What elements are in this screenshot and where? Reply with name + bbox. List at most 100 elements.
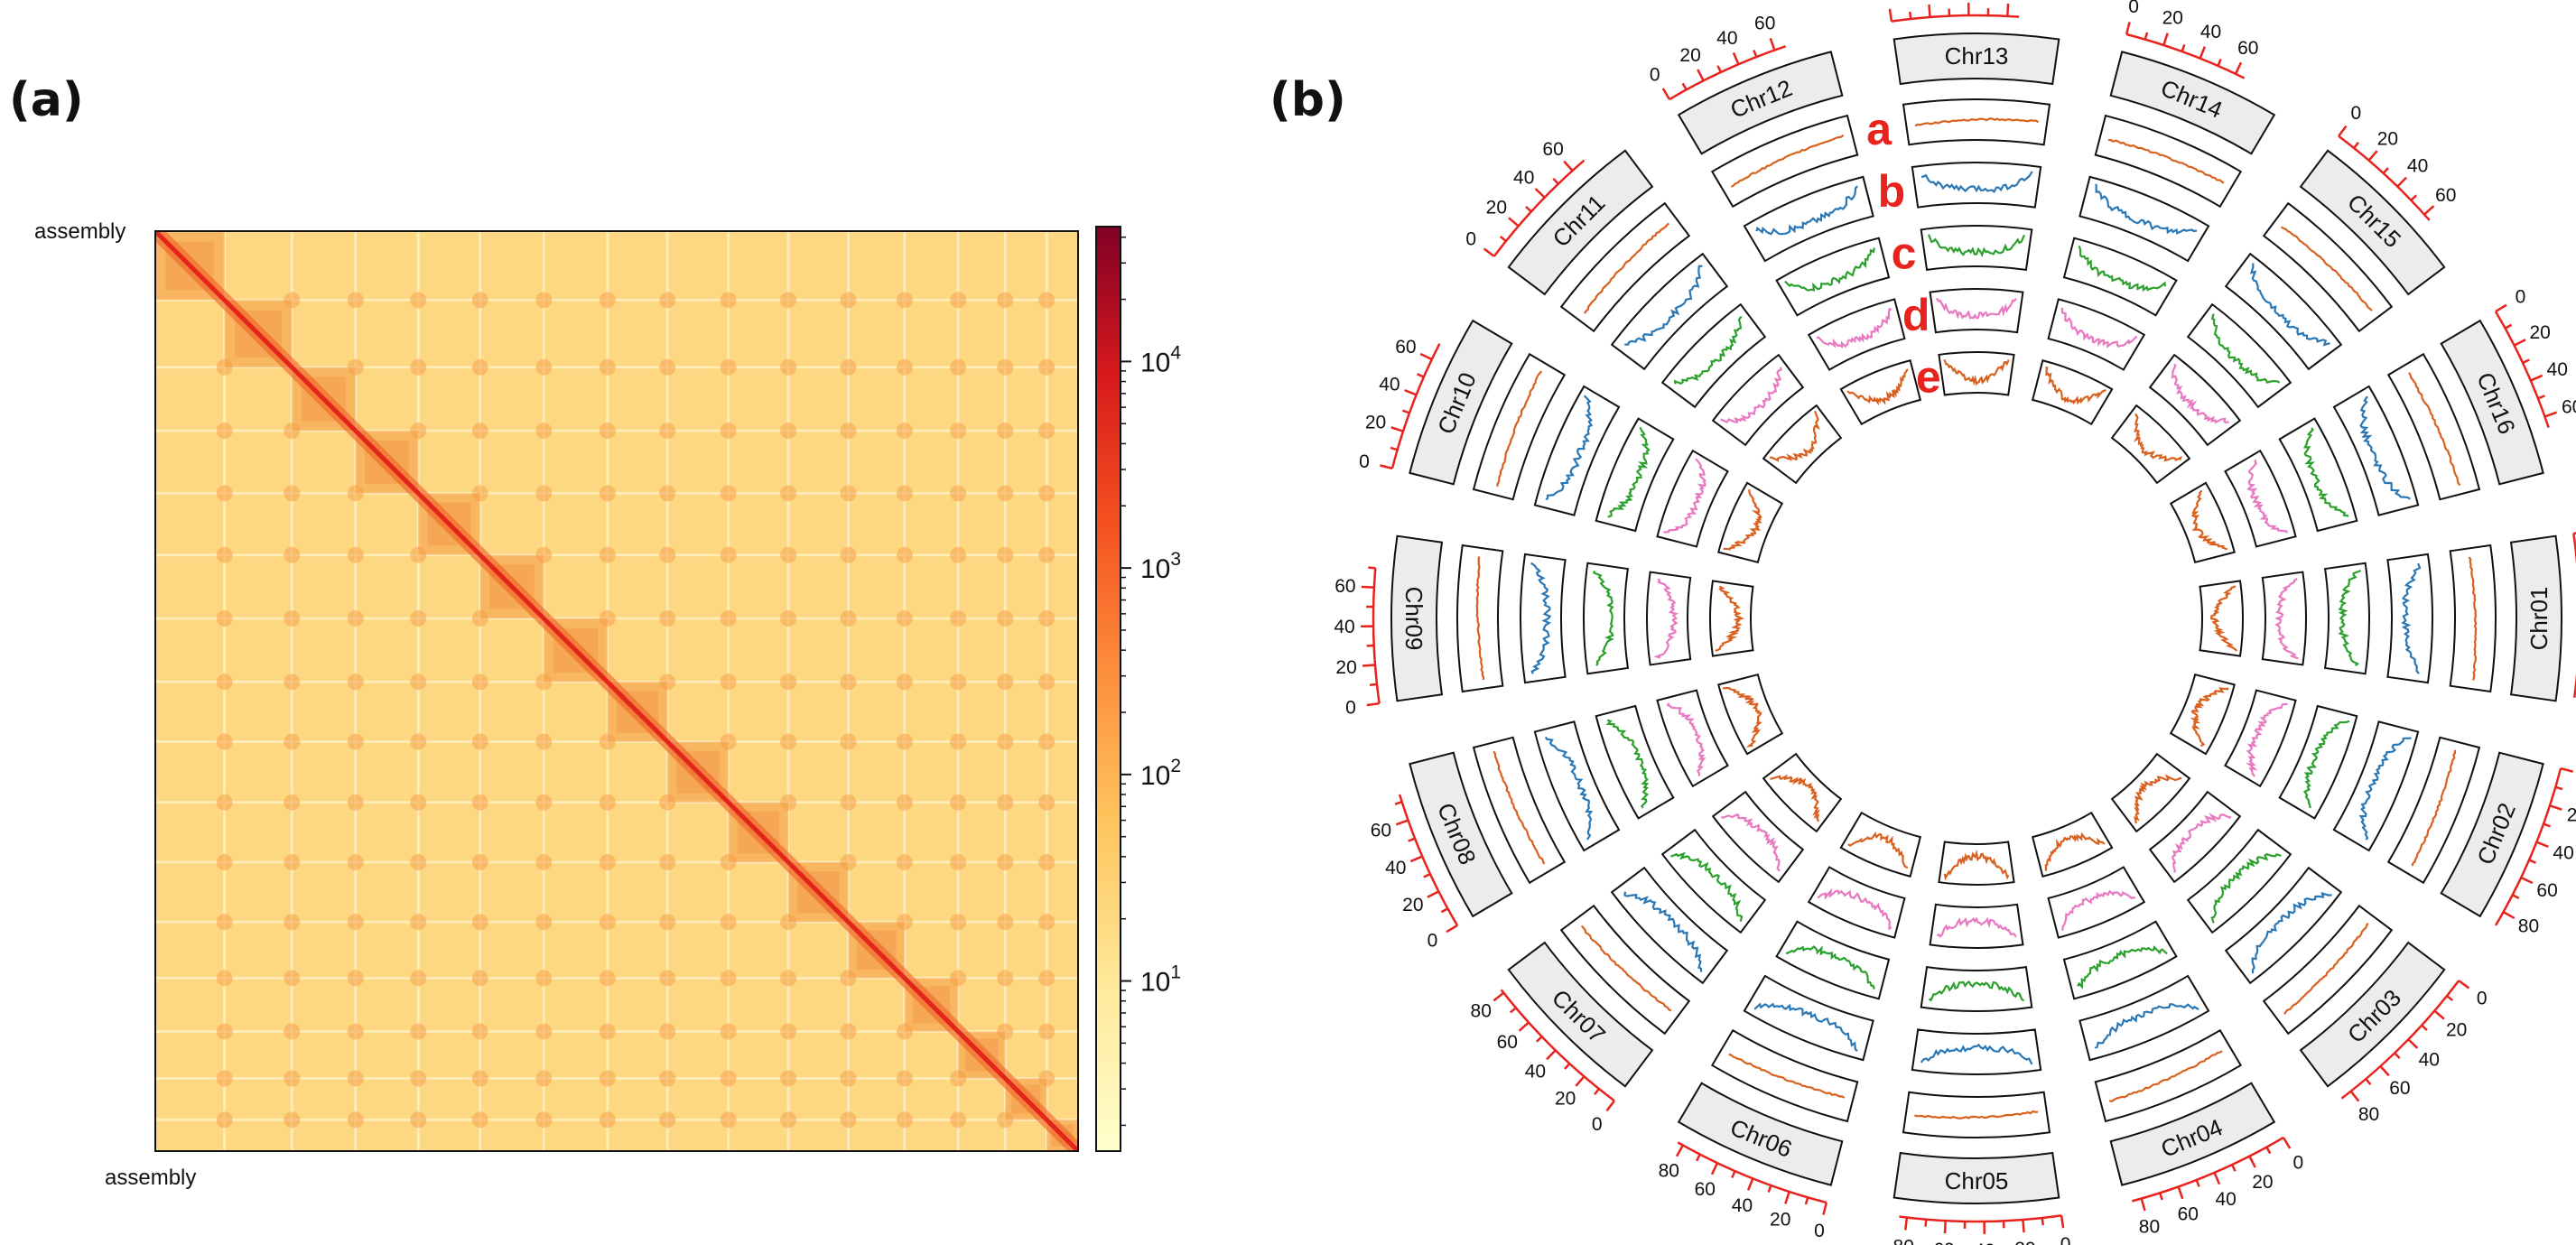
- heatmap-interaction-spot: [216, 674, 233, 691]
- track-d-box: [2224, 449, 2297, 548]
- chromosome-axis: [1891, 14, 2020, 23]
- track-b-box: [1533, 720, 1621, 852]
- track-a-box: [2386, 736, 2481, 885]
- chromosome-tick-label: 40: [2215, 1189, 2236, 1210]
- track-a-box: [2262, 904, 2394, 1036]
- track-a-box: [1710, 114, 1859, 209]
- track-e-box: [1762, 404, 1843, 485]
- heatmap-interaction-spot: [471, 292, 488, 309]
- heatmap-interaction-spot: [780, 1023, 797, 1040]
- heatmap-interaction-spot: [284, 733, 301, 750]
- heatmap-interaction-spot: [780, 358, 797, 376]
- chromosome-tick: [2230, 1164, 2237, 1172]
- heatmap-interaction-spot: [535, 970, 553, 987]
- track-e-box: [1839, 359, 1922, 426]
- heatmap-interaction-spot: [347, 1070, 364, 1087]
- heatmap-interaction-spot: [896, 292, 913, 309]
- chromosome-label-box: [1677, 51, 1844, 155]
- chromosome-label-box: [1892, 1151, 2060, 1204]
- colorbar-tick-label: 103: [1140, 549, 1181, 584]
- chromosome-tick: [2213, 1172, 2221, 1185]
- chromosome-tick-label: 80: [1893, 1236, 1914, 1245]
- track-d-line: [2274, 577, 2299, 660]
- track-c-line: [1785, 945, 1875, 989]
- chromosome-tick: [2502, 911, 2516, 920]
- heatmap-interaction-spot: [720, 609, 737, 627]
- chromosome-tick: [1563, 160, 1574, 172]
- chromosome-tick-label: 20: [1335, 657, 1356, 678]
- heatmap-interaction-spot: [780, 609, 797, 627]
- heatmap-interaction-spot: [284, 609, 301, 627]
- chromosome-tick: [2041, 1217, 2044, 1226]
- heatmap-interaction-spot: [599, 485, 616, 502]
- track-b-box: [1743, 175, 1874, 263]
- track-a-line: [1914, 117, 2040, 127]
- track-b-line: [2359, 395, 2412, 500]
- circos-plot: Chr01020406080Chr02020406080Chr030204060…: [1334, 0, 2576, 1245]
- track-c-line: [1928, 980, 2025, 1002]
- heatmap-interaction-spot: [1038, 794, 1056, 811]
- track-letter-e: e: [1916, 352, 1941, 403]
- track-e-box: [1839, 811, 1922, 878]
- track-c-line: [1673, 315, 1743, 386]
- chromosome-tick-label: 20: [2529, 322, 2550, 343]
- chromosome-tick: [2248, 1156, 2256, 1168]
- heatmap-interaction-spot: [896, 733, 913, 750]
- track-c-box: [2062, 237, 2178, 317]
- heatmap-interaction-spot: [780, 733, 797, 750]
- chromosome-tick-label: 60: [1933, 1240, 1954, 1245]
- heatmap-interaction-spot: [659, 609, 676, 627]
- chromosome-tick: [2554, 785, 2563, 791]
- chromosome-tick-label: 20: [2377, 128, 2398, 149]
- chromosome-tick: [2159, 1192, 2163, 1201]
- track-b-box: [2224, 866, 2343, 985]
- chromosome-tick: [1564, 1063, 1571, 1070]
- chromosome-tick-label: 0: [1345, 698, 1356, 719]
- chromosome-chr16: Chr160204060: [2169, 287, 2576, 564]
- track-a-line: [1493, 750, 1546, 865]
- heatmap-interaction-spot: [347, 1023, 364, 1040]
- heatmap-interaction-spot: [780, 292, 797, 309]
- heatmap-interaction-spot: [659, 546, 676, 563]
- track-a-line: [1728, 1053, 1846, 1099]
- track-b-line: [1545, 395, 1594, 501]
- heatmap-interaction-spot: [284, 674, 301, 691]
- chromosome-tick: [1361, 585, 1374, 589]
- chromosome-tick: [2367, 150, 2378, 162]
- chromosome-tick-label: 60: [1395, 337, 1416, 358]
- track-letter-b: b: [1878, 166, 1906, 217]
- chromosome-tick-label: 0: [2516, 287, 2526, 308]
- chromosome-tick: [1509, 1007, 1517, 1014]
- heatmap-interaction-spot: [720, 674, 737, 691]
- chromosome-tick: [2379, 1065, 2390, 1077]
- heatmap-interaction-spot: [950, 733, 967, 750]
- chromosome-tick: [2140, 1198, 2146, 1212]
- chromosome-tick-label: 0: [1427, 930, 1438, 951]
- heatmap-interaction-spot: [1038, 292, 1056, 309]
- heatmap-interaction-spot: [840, 733, 857, 750]
- chromosome-tick-label: 40: [1334, 617, 1354, 637]
- chromosome-tick: [2543, 822, 2551, 828]
- chromosome-tick: [2514, 339, 2526, 347]
- chromosome-tick-label: 0: [1814, 1221, 1825, 1241]
- heatmap-interaction-spot: [216, 1111, 233, 1129]
- chromosome-tick: [1753, 50, 1758, 58]
- track-b-line: [2095, 183, 2198, 236]
- heatmap-interaction-spot: [896, 674, 913, 691]
- chromosome-tick-label: 60: [1497, 1032, 1518, 1053]
- track-c-box: [1920, 965, 2033, 1012]
- heatmap-interaction-spot: [950, 794, 967, 811]
- chromosome-tick-label: 40: [1385, 858, 1406, 878]
- heatmap-frame: [154, 230, 1079, 1152]
- chromosome-tick: [2520, 876, 2534, 885]
- chromosome-tick: [1380, 464, 1393, 470]
- chromosome-tick-label: 0: [2060, 1234, 2071, 1245]
- chromosome-tick: [1423, 872, 1431, 878]
- heatmap-interaction-spot: [410, 674, 427, 691]
- chromosome-tick: [2549, 804, 2562, 811]
- heatmap-interaction-spot: [896, 546, 913, 563]
- heatmap-interaction-spot: [997, 485, 1014, 502]
- chromosome-tick-label: 40: [1379, 374, 1400, 395]
- chromosome-tick: [1366, 701, 1380, 707]
